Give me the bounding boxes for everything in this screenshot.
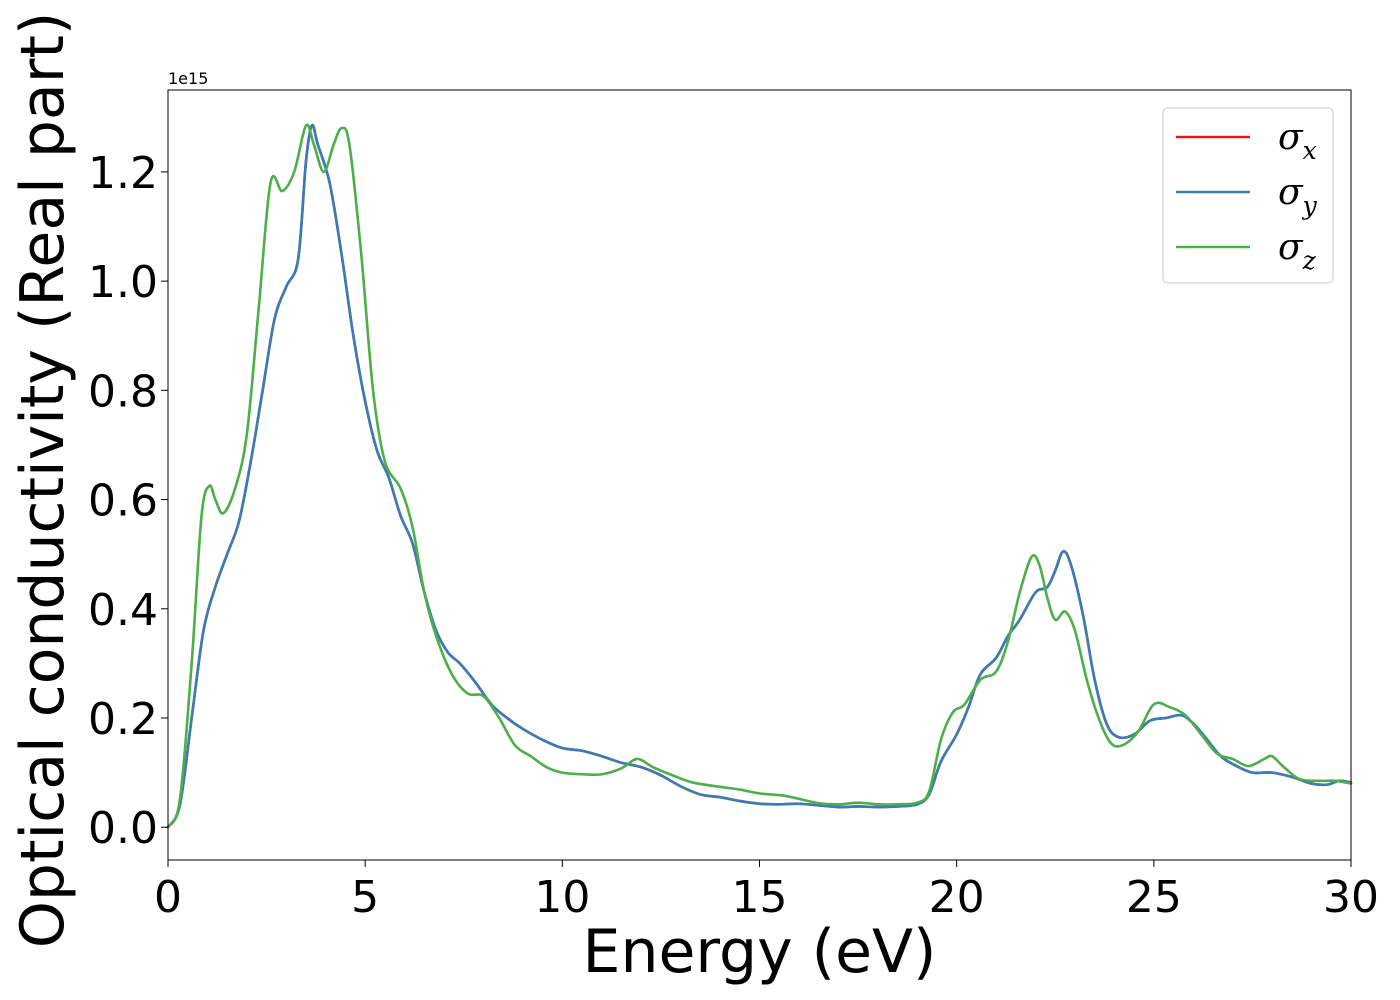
legend-symbol: σ [1278, 117, 1304, 158]
legend-label-z: σz [1278, 227, 1317, 275]
series-line-z [166, 123, 1353, 829]
y-tick-label: 0.2 [88, 694, 158, 745]
legend-symbol: σ [1278, 172, 1304, 213]
y-tick-label: 0.0 [88, 803, 158, 854]
y-tick-label: 1.0 [88, 257, 158, 308]
x-tick-label: 15 [732, 872, 788, 923]
legend-symbol: σ [1278, 227, 1304, 268]
x-tick-label: 0 [154, 872, 182, 923]
x-axis: 0 5 10 15 20 25 30 [154, 860, 1379, 923]
y-axis-title: Optical conductivity (Real part) [8, 12, 78, 949]
legend-label-x: σx [1278, 117, 1317, 165]
y-tick-label: 0.6 [88, 476, 158, 527]
x-tick-label: 30 [1323, 872, 1379, 923]
y-tick-label: 0.4 [88, 585, 158, 636]
legend-box [1162, 107, 1334, 284]
x-tick-label: 20 [929, 872, 985, 923]
series-lines [166, 123, 1353, 829]
y-offset-label: 1e15 [168, 69, 208, 88]
x-tick-label: 10 [534, 872, 590, 923]
legend-subscript: x [1303, 136, 1317, 165]
legend-label-y: σy [1278, 172, 1318, 220]
legend-subscript: z [1302, 246, 1317, 275]
y-tick-label: 0.8 [88, 366, 158, 417]
legend-subscript: y [1302, 191, 1318, 220]
x-tick-label: 25 [1126, 872, 1182, 923]
y-axis: 0.0 0.2 0.4 0.6 0.8 1.0 1.2 [88, 148, 168, 854]
x-axis-title: Energy (eV) [583, 917, 937, 987]
x-tick-label: 5 [351, 872, 379, 923]
y-tick-label: 1.2 [88, 148, 158, 199]
